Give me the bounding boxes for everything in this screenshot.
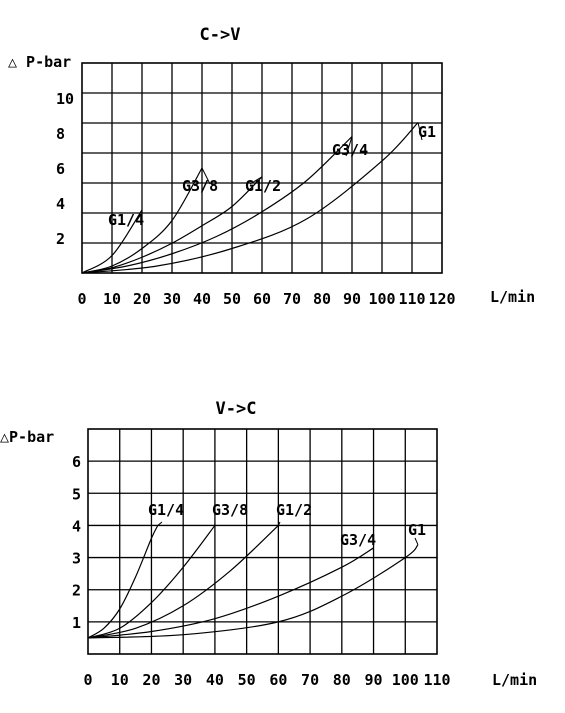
- x-tick-label: 20: [142, 671, 160, 689]
- series-label: G3/4: [340, 531, 376, 549]
- x-tick-label: 30: [174, 671, 192, 689]
- y-tick-label: 6: [56, 160, 65, 178]
- x-axis-label: L/min: [490, 288, 535, 306]
- x-tick-label: 40: [193, 290, 211, 308]
- series-leader-line: [417, 122, 423, 141]
- series-label: G3/8: [212, 501, 248, 519]
- x-tick-label: 110: [423, 671, 450, 689]
- y-tick-label: 4: [56, 195, 65, 213]
- series-line-g1: [81, 122, 419, 274]
- series-label: G1/2: [245, 177, 281, 195]
- x-tick-label: 10: [111, 671, 129, 689]
- y-tick-label: 3: [72, 550, 81, 568]
- plot-frame: [87, 428, 438, 655]
- chart-1: C->V △ P-bar L/min 0 10 20 30 40 50 60 70 80 90 100 11…: [8, 25, 535, 308]
- series-line-g1-4: [87, 525, 159, 639]
- x-tick-label: 90: [365, 671, 383, 689]
- y-tick-label: 4: [72, 517, 81, 535]
- x-tick-label: 60: [253, 290, 271, 308]
- series-label: G1/4: [148, 501, 184, 519]
- y-axis-label: △ P-bar: [8, 53, 71, 71]
- x-tick-label: 50: [223, 290, 241, 308]
- series-line-g3-8: [81, 167, 203, 274]
- y-tick-label: 2: [56, 230, 65, 248]
- y-tick-label: 1: [72, 614, 81, 632]
- series-leader-line: [371, 547, 374, 550]
- chart-title: V->C: [216, 399, 257, 419]
- series-label: G1/2: [276, 501, 312, 519]
- x-tick-label: 0: [83, 671, 92, 689]
- series-leader-line: [249, 176, 263, 185]
- series-line-g1-4: [81, 209, 143, 274]
- x-tick-label: 70: [283, 290, 301, 308]
- x-tick-label: 70: [301, 671, 319, 689]
- y-axis-label: △P-bar: [0, 428, 54, 446]
- x-tick-label: 90: [343, 290, 361, 308]
- x-tick-label: 60: [269, 671, 287, 689]
- x-tick-label: 0: [77, 290, 86, 308]
- x-tick-label: 20: [133, 290, 151, 308]
- series-line-g3-4: [87, 547, 374, 639]
- x-tick-label: 40: [206, 671, 224, 689]
- x-tick-label: 30: [163, 290, 181, 308]
- series-leader-line: [345, 136, 353, 157]
- series-label: G3/4: [332, 141, 368, 159]
- y-tick-label: 8: [56, 125, 65, 143]
- series-label: G3/8: [182, 177, 218, 195]
- y-tick-label: 5: [72, 485, 81, 503]
- series-label: G1: [408, 521, 426, 539]
- series-line-g3-8: [87, 525, 216, 639]
- y-tick-label: 6: [72, 453, 81, 471]
- series-leader-line: [201, 167, 211, 185]
- y-tick-label: 10: [56, 90, 74, 108]
- x-tick-label: 50: [238, 671, 256, 689]
- x-tick-label: 120: [428, 290, 455, 308]
- series-leader-line: [277, 521, 281, 526]
- chart-title: C->V: [200, 25, 241, 45]
- series-label: G1: [418, 123, 436, 141]
- series-line-g1-2: [87, 524, 279, 639]
- x-tick-label: 10: [103, 290, 121, 308]
- x-tick-label: 110: [398, 290, 425, 308]
- y-tick-label: 2: [72, 582, 81, 600]
- series-line-g1: [87, 544, 419, 639]
- x-tick-label: 100: [368, 290, 395, 308]
- series-leader-line: [414, 537, 419, 545]
- series-line-g1-2: [81, 176, 263, 274]
- x-tick-label: 80: [313, 290, 331, 308]
- series-label: G1/4: [108, 211, 144, 229]
- x-tick-label: 80: [333, 671, 351, 689]
- series-line-g3-4: [81, 136, 353, 274]
- chart-2: V->C △P-bar L/min 0 10 20 30 40 50 60 70 80 90 100 110…: [0, 399, 537, 689]
- series-leader-line: [157, 521, 163, 526]
- x-axis-label: L/min: [492, 671, 537, 689]
- plot-frame: [81, 62, 443, 274]
- x-tick-label: 100: [392, 671, 419, 689]
